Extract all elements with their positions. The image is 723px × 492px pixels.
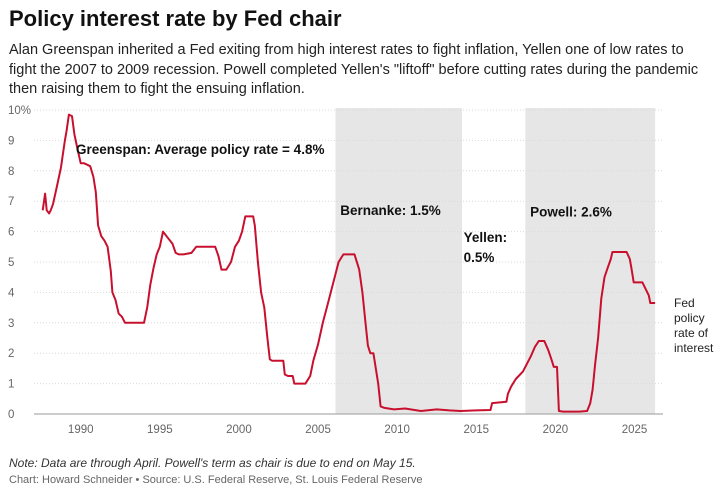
policy-rate-line <box>41 113 656 413</box>
x-tick-label-2005: 2005 <box>305 424 331 436</box>
line-label-1: policy <box>674 311 705 325</box>
line-label-0: Fed <box>674 296 695 310</box>
chair-annotations: Greenspan: Average policy rate = 4.8% Ber… <box>76 142 612 265</box>
y-tick-label-6: 6 <box>8 227 14 239</box>
x-axis-ticks: 1990 1995 2000 2005 2010 2015 2020 2025 <box>68 424 647 436</box>
x-tick-label-2015: 2015 <box>463 424 489 436</box>
source-credit: Chart: Howard Schneider • Source: U.S. F… <box>9 474 423 486</box>
x-tick-label-1995: 1995 <box>147 424 173 436</box>
x-tick-label-2020: 2020 <box>543 424 569 436</box>
chart-subtitle: Alan Greenspan inherited a Fed exiting f… <box>9 42 699 97</box>
y-tick-label-4: 4 <box>8 287 15 299</box>
policy-rate-chart: 0 1 2 3 4 5 6 7 8 9 10% 1990 1995 2000 2005 2010 2015 20… <box>8 105 714 436</box>
annotation-3: 0.5% <box>464 250 495 265</box>
y-tick-label-0: 0 <box>8 409 14 421</box>
y-tick-label-5: 5 <box>8 257 14 269</box>
shaded-period-0 <box>335 108 463 414</box>
x-tick-label-1990: 1990 <box>68 424 94 436</box>
x-tick-label-2000: 2000 <box>226 424 252 436</box>
y-tick-label-8: 8 <box>8 166 14 178</box>
y-tick-label-10: 10% <box>8 105 31 117</box>
footnote: Note: Data are through April. Powell's t… <box>9 456 416 470</box>
line-label-2: rate of <box>674 326 709 340</box>
shaded-period-1 <box>525 108 656 414</box>
y-tick-label-2: 2 <box>8 348 14 360</box>
y-tick-label-9: 9 <box>8 135 14 147</box>
annotation-4: Powell: 2.6% <box>530 204 612 219</box>
y-tick-label-1: 1 <box>8 379 14 391</box>
annotation-1: Bernanke: 1.5% <box>340 203 441 218</box>
y-axis-ticks: 0 1 2 3 4 5 6 7 8 9 10% <box>8 105 31 421</box>
y-tick-label-3: 3 <box>8 318 14 330</box>
line-label-3: interest <box>674 341 714 355</box>
y-tick-label-7: 7 <box>8 196 14 208</box>
x-tick-label-2010: 2010 <box>384 424 410 436</box>
annotation-0: Greenspan: Average policy rate = 4.8% <box>76 142 324 157</box>
x-tick-label-2025: 2025 <box>622 424 648 436</box>
chair-shaded-periods <box>335 108 656 414</box>
chart-title: Policy interest rate by Fed chair <box>9 6 342 31</box>
annotation-2: Yellen: <box>464 230 508 245</box>
